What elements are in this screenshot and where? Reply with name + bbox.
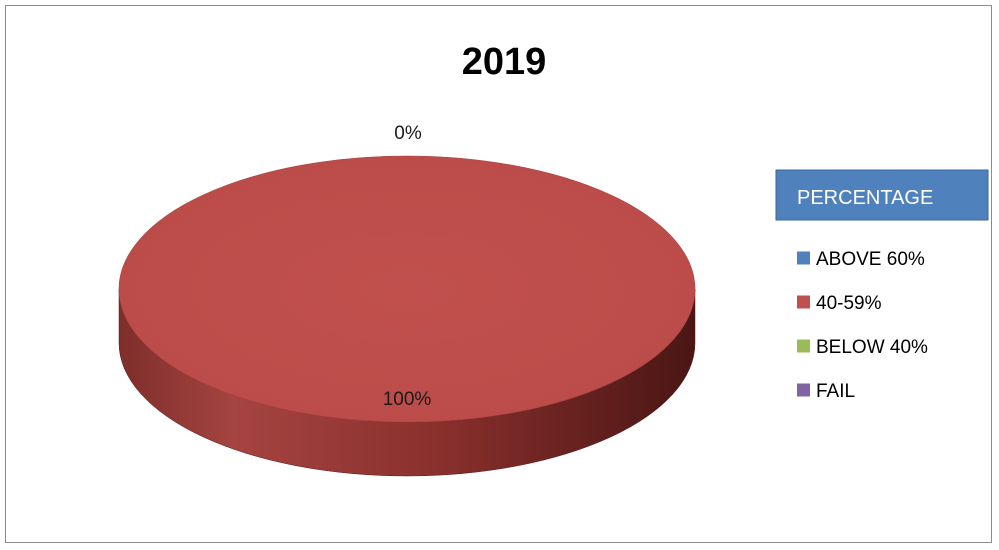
data-label-above-60: 0% — [394, 123, 422, 144]
legend-title: PERCENTAGE — [797, 187, 933, 209]
pie-chart-3d: 2019 0% 100% PERCENTAGE ABOVE 60% 40-59% B… — [118, 41, 989, 477]
legend-label-above-60: ABOVE 60% — [816, 249, 925, 270]
legend-label-fail: FAIL — [816, 381, 855, 402]
pie-body — [118, 155, 696, 477]
legend: PERCENTAGE ABOVE 60% 40-59% BELOW 40% FAIL — [775, 169, 989, 402]
legend-swatch-fail — [797, 383, 810, 397]
legend-swatch-40-59 — [797, 295, 810, 309]
legend-label-40-59: 40-59% — [816, 293, 882, 314]
legend-swatch-above-60 — [797, 251, 810, 265]
data-label-40-59: 100% — [383, 389, 432, 410]
chart-title: 2019 — [462, 41, 547, 83]
legend-title-box — [775, 169, 989, 221]
pie-slice-40-59[interactable] — [118, 155, 696, 423]
legend-label-below-40: BELOW 40% — [816, 337, 928, 358]
legend-swatch-below-40 — [797, 339, 810, 353]
chart-frame: 2019 0% 100% PERCENTAGE ABOVE 60% 40-59% B… — [5, 5, 992, 543]
